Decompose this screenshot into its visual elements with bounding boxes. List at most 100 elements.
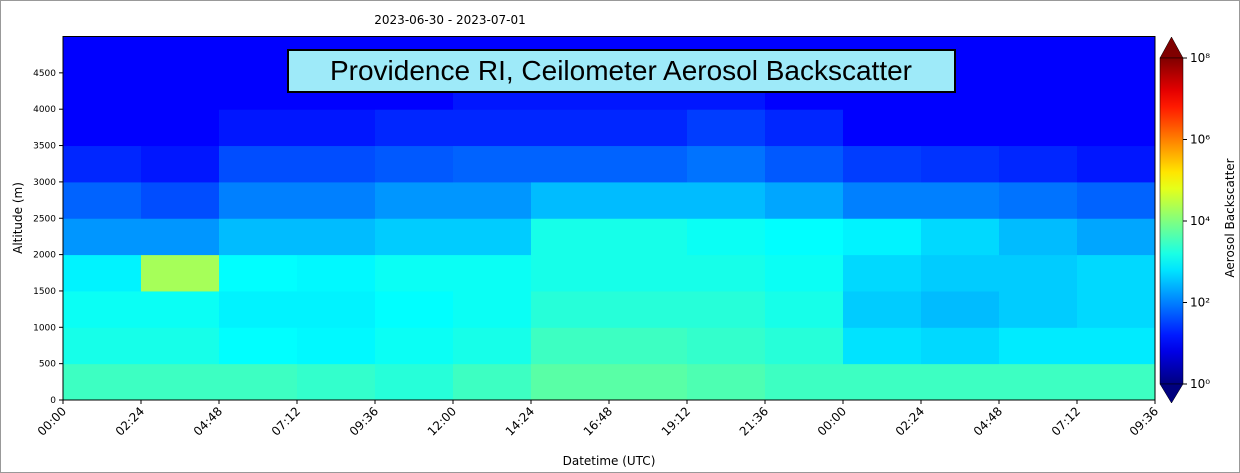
heatmap-cell bbox=[921, 145, 1000, 183]
heatmap-cell bbox=[453, 218, 532, 256]
heatmap-cell bbox=[1077, 36, 1156, 74]
heatmap-cell bbox=[375, 290, 454, 328]
heatmap-cell bbox=[531, 181, 610, 219]
colorbar-tick-label: 10⁶ bbox=[1190, 133, 1210, 147]
heatmap-cell bbox=[843, 290, 922, 328]
y-axis-label: Altitude (m) bbox=[11, 182, 25, 254]
colorbar bbox=[1159, 57, 1184, 385]
heatmap-cell bbox=[63, 72, 142, 110]
title-box bbox=[287, 49, 956, 93]
heatmap-cell bbox=[609, 218, 688, 256]
y-tick-label: 2500 bbox=[33, 214, 56, 224]
heatmap-cell bbox=[687, 363, 766, 401]
heatmap-cell bbox=[765, 327, 844, 365]
heatmap-cell bbox=[1077, 181, 1156, 219]
y-tick-label: 1500 bbox=[33, 287, 56, 297]
heatmap-cell bbox=[1077, 145, 1156, 183]
y-tick-label: 500 bbox=[39, 360, 56, 370]
heatmap-cell bbox=[531, 290, 610, 328]
heatmap-cell bbox=[297, 327, 376, 365]
heatmap-cell bbox=[921, 181, 1000, 219]
heatmap-cell bbox=[375, 145, 454, 183]
heatmap-cell bbox=[999, 254, 1078, 292]
heatmap-cell bbox=[297, 145, 376, 183]
heatmap-cell bbox=[141, 254, 220, 292]
heatmap-cell bbox=[921, 363, 1000, 401]
colorbar-tick-label: 10⁰ bbox=[1190, 377, 1210, 391]
colorbar-tick-label: 10⁸ bbox=[1190, 51, 1210, 65]
heatmap-cell bbox=[609, 327, 688, 365]
colorbar-tick-label: 10² bbox=[1190, 296, 1210, 310]
heatmap-cell bbox=[609, 290, 688, 328]
heatmap-cell bbox=[843, 218, 922, 256]
heatmap-cell bbox=[999, 145, 1078, 183]
heatmap-cell bbox=[687, 254, 766, 292]
heatmap-cell bbox=[453, 254, 532, 292]
heatmap-cell bbox=[375, 109, 454, 147]
heatmap-cell bbox=[375, 327, 454, 365]
heatmap-cell bbox=[375, 181, 454, 219]
heatmap-cell bbox=[141, 36, 220, 74]
heatmap-cell bbox=[999, 218, 1078, 256]
heatmap-cell bbox=[765, 145, 844, 183]
heatmap-cell bbox=[609, 254, 688, 292]
heatmap-cell bbox=[63, 181, 142, 219]
heatmap-cell bbox=[141, 72, 220, 110]
heatmap-cell bbox=[999, 290, 1078, 328]
heatmap-cell bbox=[921, 109, 1000, 147]
heatmap-cell bbox=[1077, 363, 1156, 401]
heatmap-cell bbox=[219, 254, 298, 292]
heatmap-cell bbox=[999, 109, 1078, 147]
heatmap-cell bbox=[999, 181, 1078, 219]
heatmap-cell bbox=[999, 72, 1078, 110]
heatmap-cell bbox=[1077, 218, 1156, 256]
heatmap-cell bbox=[141, 181, 220, 219]
heatmap-cell bbox=[687, 181, 766, 219]
heatmap-cell bbox=[219, 145, 298, 183]
heatmap-cell bbox=[375, 363, 454, 401]
heatmap-cell bbox=[297, 290, 376, 328]
heatmap-cell bbox=[297, 218, 376, 256]
heatmap-cell bbox=[297, 363, 376, 401]
heatmap-cell bbox=[141, 363, 220, 401]
heatmap-cell bbox=[141, 218, 220, 256]
y-tick-label: 2000 bbox=[33, 251, 56, 261]
heatmap-cell bbox=[765, 290, 844, 328]
heatmap-cell bbox=[531, 327, 610, 365]
heatmap-cell bbox=[219, 72, 298, 110]
heatmap-cell bbox=[687, 218, 766, 256]
heatmap-cell bbox=[843, 327, 922, 365]
heatmap-cell bbox=[297, 109, 376, 147]
heatmap-cell bbox=[531, 109, 610, 147]
heatmap-cell bbox=[921, 327, 1000, 365]
heatmap-cell bbox=[219, 218, 298, 256]
heatmap-cell bbox=[219, 327, 298, 365]
heatmap-cell bbox=[297, 254, 376, 292]
heatmap-cell bbox=[63, 109, 142, 147]
heatmap-cell bbox=[63, 218, 142, 256]
heatmap-cell bbox=[375, 254, 454, 292]
heatmap-cell bbox=[63, 254, 142, 292]
heatmap-cell bbox=[765, 254, 844, 292]
y-tick-label: 0 bbox=[50, 396, 56, 406]
heatmap-cell bbox=[531, 363, 610, 401]
heatmap-cell bbox=[219, 109, 298, 147]
y-tick-label: 4000 bbox=[33, 105, 56, 115]
heatmap-cell bbox=[999, 363, 1078, 401]
y-tick-label: 3000 bbox=[33, 178, 56, 188]
heatmap-cell bbox=[63, 145, 142, 183]
heatmap-cell bbox=[219, 363, 298, 401]
heatmap-cell bbox=[141, 109, 220, 147]
heatmap-cell bbox=[1077, 72, 1156, 110]
colorbar-extend-bottom bbox=[1159, 383, 1184, 404]
heatmap-cell bbox=[609, 363, 688, 401]
heatmap-cell bbox=[999, 327, 1078, 365]
heatmap-cell bbox=[609, 109, 688, 147]
heatmap-cell bbox=[687, 327, 766, 365]
heatmap-cell bbox=[843, 363, 922, 401]
y-tick-label: 4500 bbox=[33, 69, 56, 79]
x-axis-label: Datetime (UTC) bbox=[563, 454, 656, 468]
chart-subtitle: 2023-06-30 - 2023-07-01 bbox=[374, 13, 525, 27]
heatmap-cell bbox=[141, 290, 220, 328]
